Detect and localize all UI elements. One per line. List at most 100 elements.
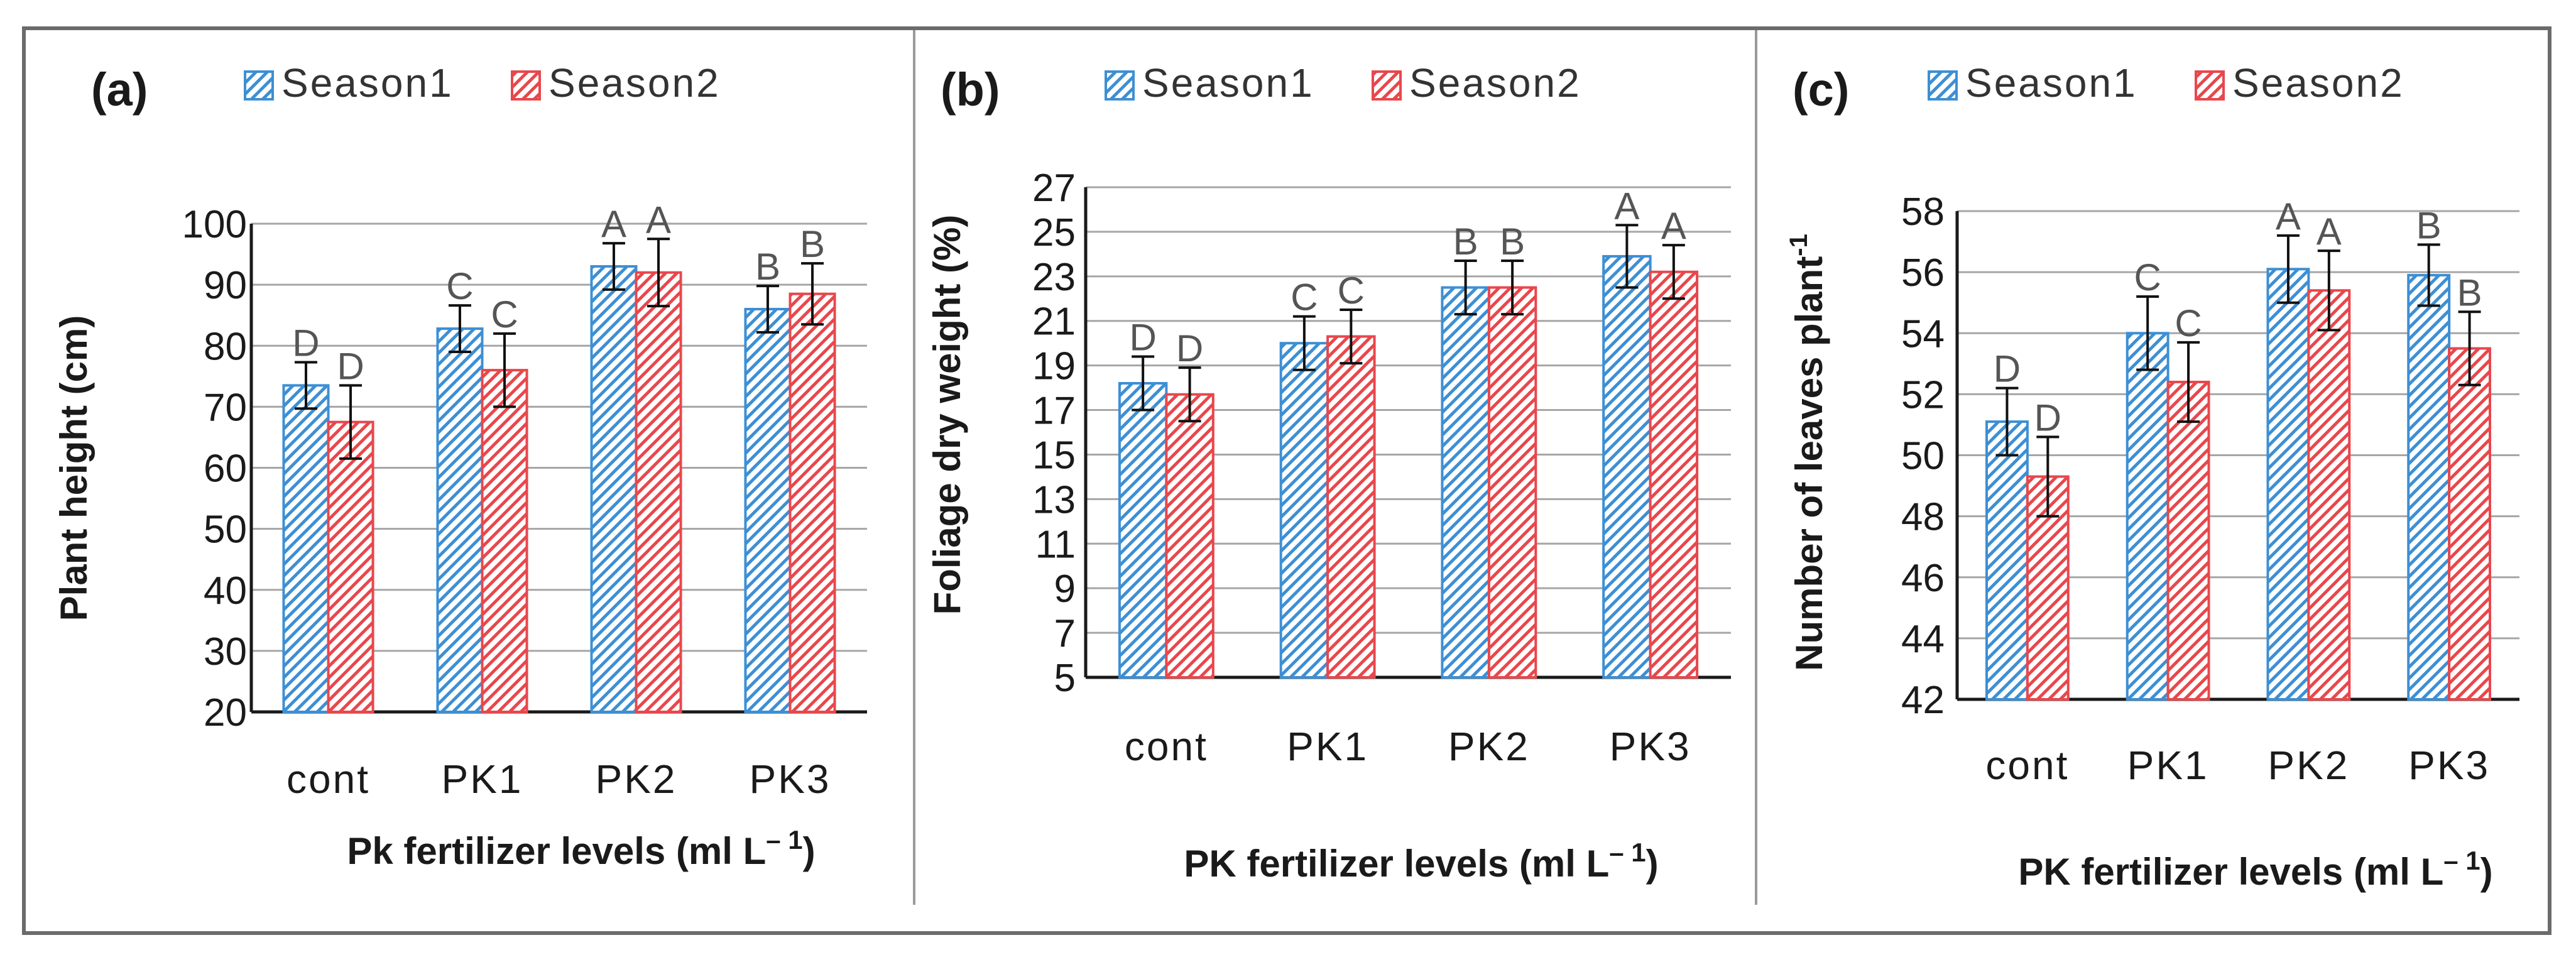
- significance-letter: A: [2276, 195, 2301, 238]
- y-tick-label: 11: [1035, 523, 1076, 566]
- legend-label-season1: Season1: [281, 60, 454, 106]
- y-tick-label: 90: [204, 264, 247, 307]
- significance-letter: D: [1176, 327, 1203, 369]
- bar-season1-pk1: [2126, 332, 2169, 701]
- legend-swatch-season1: [1928, 70, 1958, 101]
- x-tick-label: PK3: [1610, 724, 1691, 769]
- x-axis-title: Pk fertilizer levels (ml L– 1): [347, 825, 815, 872]
- bar-season1-cont: [1985, 420, 2029, 701]
- legend-label-season2: Season2: [1409, 60, 1581, 106]
- y-tick-label: 21: [1032, 300, 1076, 344]
- x-tick-label: cont: [287, 757, 370, 802]
- significance-letter: A: [601, 203, 626, 245]
- significance-letter: B: [2457, 271, 2482, 314]
- bar-season1-cont: [282, 384, 330, 713]
- significance-letter: A: [2317, 210, 2342, 253]
- legend-swatch-season1: [244, 70, 274, 101]
- bar-season1-pk2: [1441, 286, 1490, 679]
- panel-label: (a): [91, 63, 148, 116]
- y-tick-label: 44: [1901, 618, 1945, 661]
- y-tick-label: 13: [1032, 478, 1076, 522]
- legend-swatch-season2: [511, 70, 541, 101]
- bar-season2-pk3: [789, 292, 836, 714]
- significance-letter: B: [800, 223, 825, 265]
- y-tick-label: 23: [1032, 256, 1076, 299]
- legend-label-season2: Season2: [548, 60, 721, 106]
- x-tick-label: PK1: [2127, 743, 2209, 788]
- bar-season1-pk1: [1279, 342, 1329, 679]
- significance-letter: C: [2175, 302, 2202, 344]
- y-tick-label: 70: [204, 386, 247, 429]
- legend-swatch-season1: [1105, 70, 1135, 101]
- significance-letter: C: [2134, 256, 2161, 298]
- significance-letter: D: [337, 345, 364, 387]
- y-tick-label: 5: [1054, 657, 1076, 700]
- x-axis-title: PK fertilizer levels (ml L– 1): [1184, 838, 1658, 885]
- bar-season1-pk3: [1602, 254, 1652, 679]
- panel-label: (b): [941, 63, 1000, 116]
- figure-outer-frame: [22, 26, 2551, 935]
- significance-letter: B: [1453, 221, 1478, 263]
- bar-season1-cont: [1118, 382, 1168, 679]
- significance-letter: C: [1291, 276, 1318, 319]
- y-tick-label: 100: [182, 203, 247, 246]
- legend-label-season2: Season2: [2232, 60, 2404, 106]
- y-tick-label: 50: [1901, 435, 1945, 478]
- significance-letter: D: [1994, 348, 2021, 390]
- y-tick-label: 80: [204, 325, 247, 368]
- y-tick-label: 40: [204, 569, 247, 613]
- y-tick-label: 30: [204, 630, 247, 674]
- y-tick-label: 25: [1032, 211, 1076, 254]
- x-tick-label: PK2: [596, 757, 677, 802]
- bar-season2-cont: [2026, 475, 2070, 701]
- bar-season2-pk2: [1487, 286, 1537, 679]
- bar-season2-pk3: [1649, 270, 1699, 679]
- x-tick-label: cont: [1125, 724, 1208, 769]
- y-tick-label: 58: [1901, 190, 1945, 234]
- y-axis-title: Foliage dry weight (%): [926, 215, 968, 615]
- x-tick-label: PK2: [1448, 724, 1530, 769]
- chart-panel-3: (c) Season1 Season2 42 44 46 48 50 52 54 56 58 DDcon…: [1785, 60, 2519, 893]
- y-tick-label: 17: [1032, 390, 1076, 433]
- y-tick-label: 19: [1032, 345, 1076, 388]
- y-tick-label: 56: [1901, 251, 1945, 295]
- x-tick-label: PK2: [2268, 743, 2349, 788]
- chart-panel-1: (a) Season1 Season2 20 30 40 50 60 70 80 90 100 DDco…: [53, 60, 867, 872]
- x-tick-label: PK1: [1287, 724, 1368, 769]
- significance-letter: D: [1129, 316, 1156, 358]
- significance-letter: A: [1661, 205, 1686, 247]
- y-tick-label: 27: [1032, 167, 1076, 210]
- y-tick-label: 46: [1901, 557, 1945, 600]
- bar-season1-pk1: [436, 327, 484, 713]
- bar-season1-pk3: [744, 307, 792, 714]
- panel-label: (c): [1793, 63, 1849, 116]
- significance-letter: D: [292, 322, 319, 364]
- x-tick-label: cont: [1985, 743, 2069, 788]
- legend-label-season1: Season1: [1142, 60, 1314, 106]
- bar-season2-pk3: [2448, 347, 2492, 701]
- x-axis-title: PK fertilizer levels (ml L– 1): [2018, 846, 2492, 893]
- significance-letter: D: [2034, 396, 2061, 439]
- bar-season1-pk2: [590, 265, 638, 713]
- bar-season1-pk2: [2266, 268, 2310, 701]
- bar-season2-pk1: [2166, 380, 2210, 701]
- x-tick-label: PK1: [442, 757, 523, 802]
- significance-letter: B: [2416, 204, 2442, 246]
- y-tick-label: 9: [1054, 567, 1076, 611]
- significance-letter: C: [446, 265, 473, 307]
- bar-season2-cont: [327, 420, 374, 713]
- legend-label-season1: Season1: [1965, 60, 2137, 106]
- bar-season2-pk2: [635, 271, 682, 713]
- y-tick-label: 52: [1901, 373, 1945, 417]
- bar-season2-pk2: [2307, 289, 2351, 701]
- y-tick-label: 60: [204, 447, 247, 491]
- y-axis-title: Number of leaves plant-1: [1785, 234, 1830, 671]
- bar-season2-cont: [1165, 393, 1214, 679]
- significance-letter: C: [491, 293, 518, 336]
- significance-letter: B: [755, 246, 780, 288]
- y-tick-label: 42: [1901, 679, 1945, 722]
- legend-swatch-season2: [2195, 70, 2225, 101]
- y-tick-label: 54: [1901, 312, 1945, 356]
